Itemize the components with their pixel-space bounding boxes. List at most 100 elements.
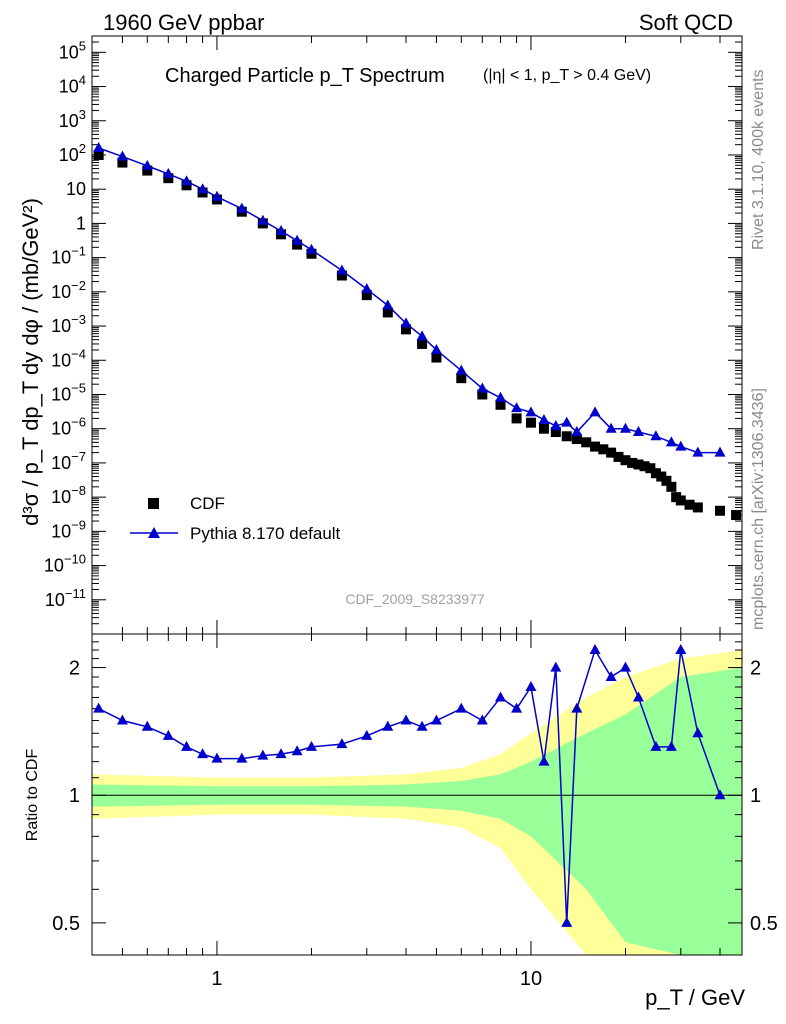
data-point-cdf: [650, 468, 661, 479]
ratio-point: [305, 740, 317, 751]
ratio-point: [275, 748, 287, 759]
data-point-cdf: [382, 307, 393, 318]
x-tick-label: 10: [520, 968, 542, 990]
data-point-mc: [197, 183, 209, 194]
ratio-point: [162, 729, 174, 740]
data-point-mc: [275, 224, 287, 235]
data-point-mc: [511, 402, 523, 413]
legend-label-mc: Pythia 8.170 default: [190, 524, 341, 543]
data-point-cdf: [401, 324, 412, 335]
x-axis-label: p_T / GeV: [645, 985, 745, 1010]
analysis-watermark: CDF_2009_S8233977: [345, 591, 485, 607]
ratio-point: [665, 740, 677, 751]
ratio-point: [605, 671, 617, 682]
ratio-point: [538, 755, 550, 766]
data-point-cdf: [417, 338, 428, 349]
ratio-point: [93, 702, 105, 713]
data-point-cdf: [620, 455, 631, 466]
ratio-point: [714, 789, 726, 800]
y-tick-label: 10−1: [51, 244, 86, 268]
data-point-cdf: [675, 495, 686, 506]
data-point-mc: [291, 234, 303, 245]
band-inner: [92, 667, 742, 955]
ratio-point: [571, 702, 583, 713]
data-point-mc: [665, 436, 677, 447]
ratio-point: [692, 727, 704, 738]
ratio-point: [511, 702, 523, 713]
data-point-mc: [714, 446, 726, 457]
data-point-mc: [571, 426, 583, 437]
ratio-y-tick-label: 0.5: [52, 913, 80, 935]
data-point-cdf: [93, 149, 104, 160]
ratio-point: [181, 740, 193, 751]
y-tick-label: 105: [59, 38, 86, 62]
ratio-point: [430, 714, 442, 725]
rivet-label: Rivet 3.1.10, 400k events: [750, 69, 767, 250]
data-point-mc: [181, 175, 193, 186]
ratio-point: [455, 702, 467, 713]
data-point-cdf: [142, 165, 153, 176]
y-tick-label: 10−3: [51, 312, 86, 336]
data-point-mc: [336, 264, 348, 275]
data-point-cdf: [361, 290, 372, 301]
ratio-point: [619, 661, 631, 672]
data-point-cdf: [581, 437, 592, 448]
data-point-cdf: [456, 373, 467, 384]
header-right: Soft QCD: [639, 10, 733, 35]
y-tick-label: 10−9: [51, 517, 86, 541]
data-point-mc: [525, 406, 537, 417]
ratio-point: [211, 752, 223, 763]
ratio-point: [561, 916, 573, 927]
ratio-point: [550, 661, 562, 672]
mc-line: [98, 147, 721, 454]
ratio-point: [476, 714, 488, 725]
data-point-cdf: [661, 475, 672, 486]
x-tick-label: 1: [211, 968, 222, 990]
data-point-mc: [561, 416, 573, 427]
data-point-cdf: [606, 447, 617, 458]
ratio-point: [382, 720, 394, 731]
data-point-mc: [93, 141, 105, 152]
data-point-mc: [430, 343, 442, 354]
data-point-cdf: [656, 471, 667, 482]
data-point-mc: [382, 299, 394, 310]
ratio-y-tick-label-right: 2: [750, 658, 761, 680]
data-point-mc: [361, 283, 373, 294]
y-tick-label: 10−5: [51, 380, 86, 404]
data-point-cdf: [645, 463, 656, 474]
ratio-point: [400, 714, 412, 725]
ratio-point: [361, 729, 373, 740]
ratio-y-axis-label: Ratio to CDF: [24, 749, 41, 842]
ratio-point: [141, 720, 153, 731]
data-point-mc: [692, 446, 704, 457]
ratio-point: [525, 680, 537, 691]
data-point-cdf: [633, 459, 644, 470]
ratio-point: [336, 738, 348, 749]
y-tick-label: 104: [59, 73, 86, 97]
plot-marks: [93, 141, 742, 927]
ratio-y-tick-label: 2: [69, 658, 80, 680]
data-point-mc: [605, 422, 617, 433]
data-point-cdf: [731, 510, 742, 521]
data-point-cdf: [627, 457, 638, 468]
legend-label-cdf: CDF: [190, 494, 225, 513]
ratio-point: [236, 752, 248, 763]
data-point-mc: [619, 422, 631, 433]
data-point-mc: [141, 159, 153, 170]
data-point-mc: [116, 150, 128, 161]
data-point-cdf: [598, 444, 609, 455]
data-point-mc: [650, 430, 662, 441]
data-point-mc: [675, 440, 687, 451]
data-point-mc: [211, 190, 223, 201]
data-point-mc: [589, 406, 601, 417]
y-tick-label: 102: [59, 141, 86, 165]
axes: 1 1010−1110−1010−910−810−710−610−510−410−…: [44, 35, 778, 990]
y-tick-label: 10−4: [51, 346, 86, 370]
legend-marker-cdf: [148, 498, 159, 509]
data-point-cdf: [590, 441, 601, 452]
y-tick-label: 10−10: [44, 552, 86, 576]
data-point-cdf: [336, 270, 347, 281]
data-point-mc: [550, 419, 562, 430]
data-point-mc: [162, 167, 174, 178]
ratio-point: [197, 748, 209, 759]
